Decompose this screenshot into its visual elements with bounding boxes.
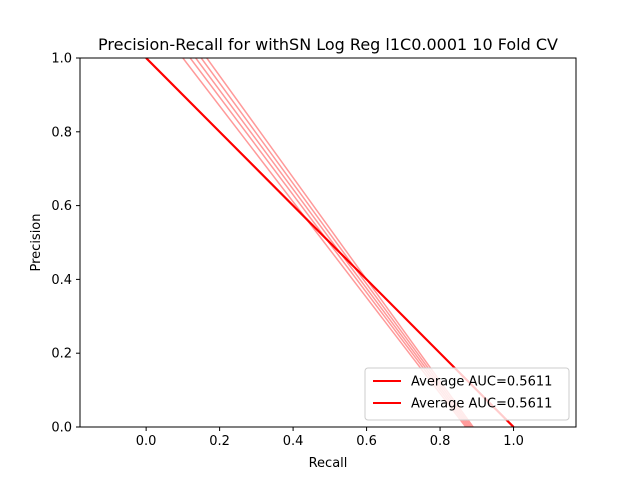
plot-area (79, 57, 577, 428)
x-tick-label: 0.0 (136, 434, 157, 449)
x-tick-label: 1.0 (503, 434, 524, 449)
x-axis-label: Recall (309, 456, 348, 471)
series-layer (145, 58, 515, 427)
y-tick-label: 0.2 (51, 347, 72, 362)
average-pr-line (145, 58, 515, 427)
legend-box (364, 367, 570, 421)
legend: Average AUC=0.5611 Average AUC=0.5611 (364, 367, 570, 421)
fold-pr-line (200, 58, 472, 427)
y-tick-label: 0.8 (51, 125, 72, 140)
x-tick-label: 0.6 (356, 434, 377, 449)
legend-label: Average AUC=0.5611 (411, 375, 552, 390)
y-tick-label: 0.0 (51, 421, 72, 436)
y-tick-label: 0.4 (51, 273, 72, 288)
chart-title: Precision-Recall for withSN Log Reg l1C0… (98, 35, 558, 54)
fold-pr-line (195, 58, 471, 427)
fold-pr-line (182, 58, 467, 427)
x-axis: 0.0 0.2 0.4 0.6 0.8 1.0 (136, 427, 524, 449)
plot-frame (79, 57, 577, 428)
x-tick-label: 0.4 (283, 434, 304, 449)
y-tick-label: 0.6 (51, 199, 72, 214)
y-tick-label: 1.0 (51, 52, 72, 67)
y-axis: 0.0 0.2 0.4 0.6 0.8 1.0 (51, 52, 80, 436)
fold-pr-line (206, 58, 474, 427)
y-axis-label: Precision (29, 213, 44, 271)
x-tick-label: 0.2 (209, 434, 230, 449)
x-tick-label: 0.8 (430, 434, 451, 449)
legend-label: Average AUC=0.5611 (411, 397, 552, 412)
